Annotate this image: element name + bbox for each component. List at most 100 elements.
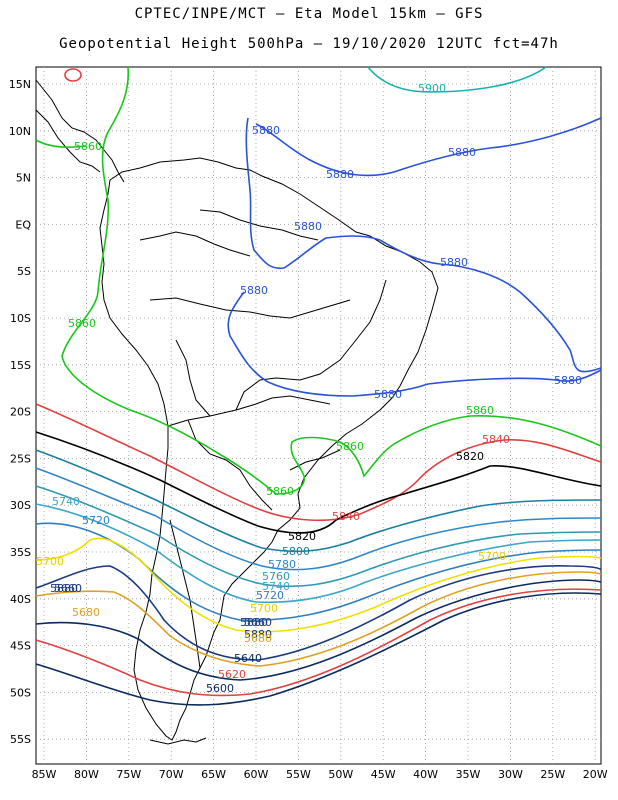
lon-tick-label: 20W [583,768,608,781]
label-5660: 5660 [54,582,82,595]
label-5880: 5880 [374,388,402,401]
lat-tick-label: 25S [10,452,31,465]
label-5860: 5860 [266,485,294,498]
contour-loop-nw [64,68,82,82]
lat-tick-label: 35S [10,546,31,559]
lon-tick-label: 85W [32,768,57,781]
border-d [149,297,351,319]
contour-5740 [35,503,602,604]
lon-tick-label: 25W [540,768,565,781]
lon-tick-label: 45W [371,768,396,781]
label-5860: 5860 [336,440,364,453]
label-5760: 5760 [262,570,290,583]
border-a [167,395,331,427]
contour-5680 [35,571,602,667]
map-frame [35,66,602,765]
label-5600: 5600 [206,682,234,695]
central-america-pacific-coast [35,109,101,173]
contour-5780 [35,467,602,571]
border-f [199,209,319,241]
contour-labels: 5900 5880 5880 5880 5880 5880 5880 5880 … [36,82,582,695]
lat-tick-label: 45S [10,640,31,653]
lat-tick-label: 50S [10,686,31,699]
contour-5880-interior [227,291,602,397]
label-5820: 5820 [456,450,484,463]
label-5700: 5700 [478,550,506,563]
label-5840: 5840 [482,433,510,446]
contours [35,66,602,706]
lon-tick-label: 60W [244,768,269,781]
label-5860: 5860 [68,317,96,330]
south-america-outline [99,157,439,741]
contour-5760 [35,485,602,588]
label-5840: 5840 [332,510,360,523]
contour-5880-east [245,117,602,373]
contour-5700 [35,537,602,633]
label-5860: 5860 [74,140,102,153]
contour-5820 [35,431,602,534]
label-5880: 5880 [294,220,322,233]
lat-tick-label: 30S [10,499,31,512]
label-5660: 5880 [240,616,268,629]
lat-tick-label: 20S [10,406,31,419]
label-5740: 5740 [52,495,80,508]
title-line-1: CPTEC/INPE/MCT – Eta Model 15km – GFS [134,6,484,22]
contour-5600 [35,592,602,706]
lat-tick-label: EQ [15,218,31,231]
lon-tick-label: 40W [413,768,438,781]
lat-tick-label: 10S [10,312,31,325]
lat-tick-label: 15S [10,359,31,372]
label-5640: 5640 [234,652,262,665]
label-5800: 5800 [282,545,310,558]
lat-tick-label: 5N [16,172,31,185]
contour-5860 [61,66,602,495]
label-5700: 5700 [250,602,278,615]
lat-tick-label: 40S [10,593,31,606]
lon-tick-label: 35W [456,768,481,781]
label-5880: 5880 [440,256,468,269]
border-g [175,339,211,417]
border-c [235,279,387,411]
lon-tick-label: 70W [159,768,184,781]
lat-tick-label: 55S [10,733,31,746]
contour-5880-north [255,117,602,177]
latitude-labels: 15N 10N 5N EQ 5S 10S 15S 20S 25S 30S 35S 40S 45S 50S 5… [9,78,32,746]
contour-5800 [35,449,602,553]
label-5680: 5880 [50,582,78,595]
label-5660: 5880 [244,628,272,641]
label-5880: 5880 [448,146,476,159]
lon-tick-label: 80W [74,768,99,781]
lon-tick-label: 30W [498,768,523,781]
border-e [139,231,251,257]
lat-tick-label: 15N [9,78,31,91]
lon-tick-label: 50W [328,768,353,781]
contour-5640 [35,579,602,681]
contour-5620 [35,588,602,697]
lon-tick-label: 65W [201,768,226,781]
contour-5900 [367,66,547,93]
contour-5860-nw [35,139,87,148]
label-5680: 5680 [244,632,272,645]
lon-tick-label: 55W [286,768,311,781]
contour-5840 [35,403,602,521]
label-5620: 5620 [218,668,246,681]
label-5680: 5680 [72,606,100,619]
lat-tick-label: 5S [17,265,31,278]
label-5720: 5720 [256,589,284,602]
contour-5660 [35,564,602,661]
lon-tick-label: 75W [116,768,141,781]
label-5720: 5720 [82,514,110,527]
label-5880: 5880 [326,168,354,181]
label-5880: 5880 [554,374,582,387]
label-5740: 5740 [262,580,290,593]
label-5880: 5880 [240,284,268,297]
title-line-2: Geopotential Height 500hPa – 19/10/2020 … [59,36,559,52]
label-5660: 5660 [244,616,272,629]
label-5700: 5700 [36,555,64,568]
lat-tick-label: 10N [9,125,31,138]
label-5860: 5860 [466,404,494,417]
longitude-labels: 85W 80W 75W 70W 65W 60W 55W 50W 45W 40W 35W 30W 25W 2… [32,768,608,781]
tierra-del-fuego [149,737,207,745]
central-america-coast [35,79,125,183]
